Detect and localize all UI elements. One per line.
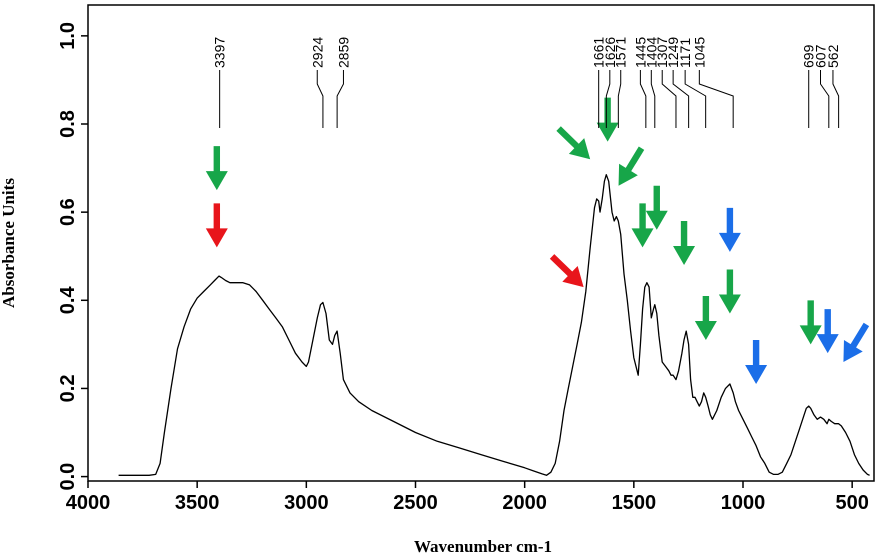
x-axis: 4000 3500 3000 2500 2000 1500 1000 500 (66, 481, 869, 514)
blue-arrow (745, 340, 768, 385)
plot-frame (87, 4, 875, 482)
arrows-layer (205, 97, 870, 385)
x-axis-title: Wavenumber cm-1 (414, 537, 552, 555)
green-arrow (596, 97, 619, 142)
peak-leader-line (820, 70, 830, 128)
peak-label: 1249 (665, 37, 681, 68)
peak-label: 2859 (335, 37, 351, 68)
peak-leader-line (661, 70, 677, 128)
x-tick-label: 4000 (66, 492, 111, 514)
green-arrow (645, 185, 668, 230)
peak-label: 1404 (643, 37, 659, 68)
y-tick-label: 1.0 (57, 22, 79, 50)
spectrum-line (118, 174, 870, 476)
peak-leader-line (684, 70, 707, 128)
red-arrow (205, 203, 228, 248)
y-axis: 0.0 0.2 0.4 0.6 0.8 1.0 (57, 22, 88, 491)
peak-label: 3397 (212, 37, 228, 68)
green-arrow (618, 146, 645, 186)
green-arrow (694, 295, 717, 340)
x-tick-label: 1000 (721, 492, 766, 514)
peak-leader-line (639, 70, 647, 128)
peak-leader-line (316, 70, 324, 128)
spectrum-layer (118, 174, 870, 476)
x-tick-label: 2500 (393, 492, 438, 514)
x-tick-label: 3000 (284, 492, 329, 514)
peak-leader-line (832, 70, 840, 128)
x-tick-label: 500 (835, 492, 868, 514)
y-tick-label: 0.0 (57, 463, 79, 491)
peak-leader-line (650, 70, 656, 128)
x-tick-label: 2000 (502, 492, 547, 514)
blue-arrow (718, 207, 741, 252)
peak-label: 1307 (654, 37, 670, 68)
peak-label: 1571 (613, 37, 629, 68)
x-tick-label: 1500 (612, 492, 657, 514)
peak-label: 1445 (632, 37, 648, 68)
green-arrow (205, 146, 228, 191)
peak-label: 1171 (677, 38, 693, 68)
y-tick-label: 0.8 (57, 110, 79, 138)
blue-arrow (816, 309, 839, 354)
green-arrow (673, 221, 696, 266)
peak-leader-line (336, 70, 344, 128)
peak-label: 699 (801, 44, 817, 68)
peak-leader-line (672, 70, 690, 128)
green-arrow (718, 269, 741, 314)
peak-leader-line (698, 70, 734, 128)
peak-label: 1626 (602, 37, 618, 68)
y-axis-title: Absorbance Units (0, 178, 18, 308)
peak-label: 562 (825, 44, 841, 68)
peak-label: 607 (813, 44, 829, 68)
red-arrow (549, 254, 584, 288)
green-arrow (799, 300, 822, 345)
y-tick-label: 0.6 (57, 198, 79, 226)
peak-label: 1661 (591, 37, 607, 68)
x-tick-label: 3500 (175, 492, 220, 514)
peak-leader-line (617, 70, 622, 128)
peak-label: 2924 (309, 37, 325, 68)
green-arrow (631, 203, 654, 248)
peak-leader-line (605, 70, 611, 128)
green-arrow (556, 126, 591, 160)
blue-arrow (843, 322, 870, 362)
y-tick-label: 0.4 (57, 286, 79, 315)
y-tick-label: 0.2 (57, 375, 79, 403)
peak-label: 1045 (691, 37, 707, 68)
